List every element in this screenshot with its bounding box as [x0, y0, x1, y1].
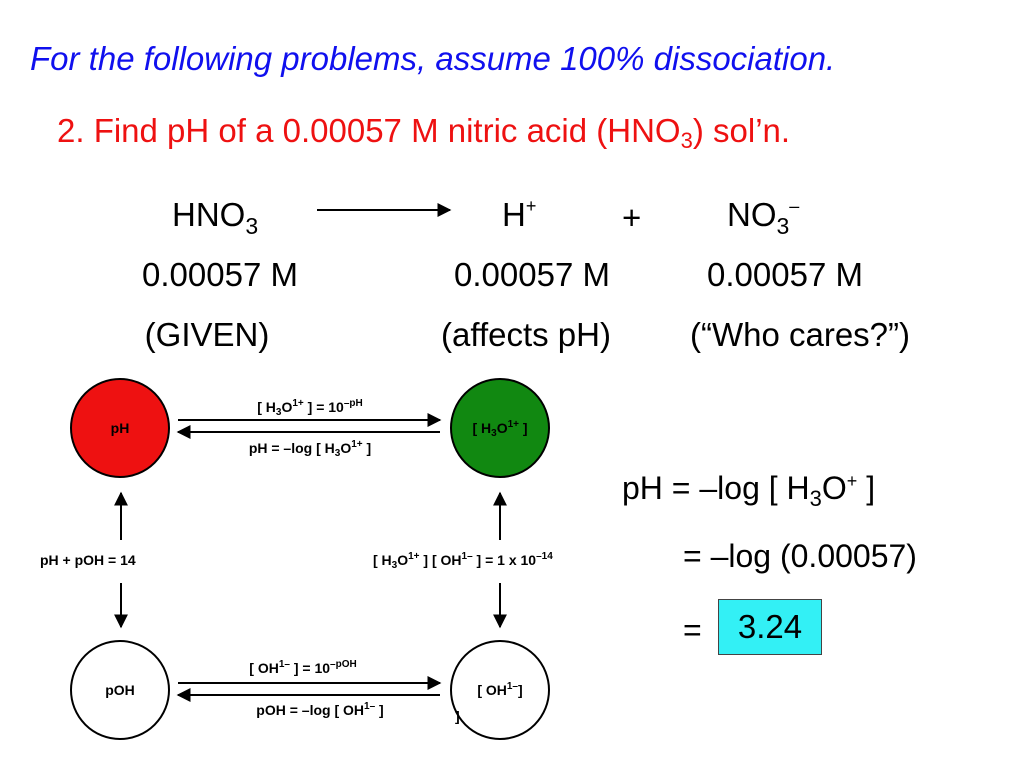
label-h3o-from-ph: [ H3O1+ ] = 10–pH	[257, 398, 363, 418]
slide-title: For the following problems, assume 100% …	[30, 40, 836, 77]
circle-poh: pOH	[70, 640, 170, 740]
product-h-plus: H+	[502, 196, 537, 233]
conc-h-plus: 0.00057 M	[454, 256, 610, 293]
reactant-hno3: HNO3	[172, 196, 259, 239]
label-oh-from-poh: [ OH1– ] = 10–pOH	[249, 659, 357, 677]
note-affects-ph: (affects pH)	[441, 316, 611, 353]
note-who-cares: (“Who cares?”)	[689, 316, 911, 353]
calc-line-2: = –log (0.00057)	[683, 538, 917, 574]
oh-bracket-overflow: ]	[455, 708, 460, 724]
calc-line-1: pH = –log [ H3O+ ]	[622, 470, 876, 511]
label-kw-relation: [ H3O1+ ] [ OH1– ] = 1 x 10–14	[373, 551, 553, 571]
problem-statement: 2. Find pH of a 0.00057 M nitric acid (H…	[57, 112, 791, 153]
label-ph-poh-sum: pH + pOH = 14	[40, 552, 136, 568]
circle-oh: [ OH1–]	[450, 640, 550, 740]
note-given: (GIVEN)	[144, 316, 270, 353]
circle-h3o: [ H3O1+ ]	[450, 378, 550, 478]
conc-no3: 0.00057 M	[707, 256, 863, 293]
plus-sign: +	[622, 199, 642, 236]
answer-box: 3.24	[718, 599, 822, 655]
product-no3-minus: NO3–	[727, 196, 800, 239]
circle-ph: pH	[70, 378, 170, 478]
conc-hno3: 0.00057 M	[142, 256, 298, 293]
calc-line-3-equals: =	[683, 612, 702, 648]
label-poh-from-oh: pOH = –log [ OH1– ]	[256, 701, 384, 719]
label-ph-from-h3o: pH = –log [ H3O1+ ]	[248, 439, 372, 459]
